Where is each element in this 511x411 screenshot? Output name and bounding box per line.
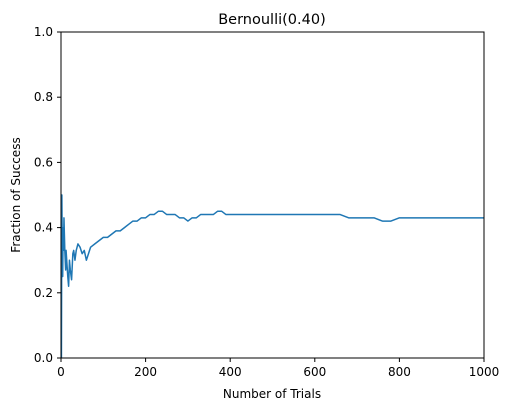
x-tick-label: 600 (303, 365, 326, 379)
x-tick-label: 800 (388, 365, 411, 379)
y-tick-label: 0.6 (34, 155, 53, 169)
series-line (61, 194, 484, 358)
y-axis-label: Fraction of Success (9, 137, 23, 252)
x-axis-label: Number of Trials (223, 387, 321, 401)
x-tick-label: 200 (134, 365, 157, 379)
y-tick-label: 0.4 (34, 221, 53, 235)
plot-area (60, 31, 485, 359)
y-tick-label: 0.2 (34, 286, 53, 300)
y-tick-label: 0.0 (34, 351, 53, 365)
x-axis-ticks: 0 200 400 600 800 1000 (57, 358, 499, 379)
chart-title: Bernoulli(0.40) (218, 12, 326, 28)
y-tick-label: 0.8 (34, 90, 53, 104)
x-tick-label: 0 (57, 365, 65, 379)
y-axis-ticks: 0.0 0.2 0.4 0.6 0.8 1.0 (34, 25, 61, 365)
y-tick-label: 1.0 (34, 25, 53, 39)
x-tick-label: 1000 (469, 365, 500, 379)
axes-frame (60, 31, 485, 359)
x-tick-label: 400 (219, 365, 242, 379)
